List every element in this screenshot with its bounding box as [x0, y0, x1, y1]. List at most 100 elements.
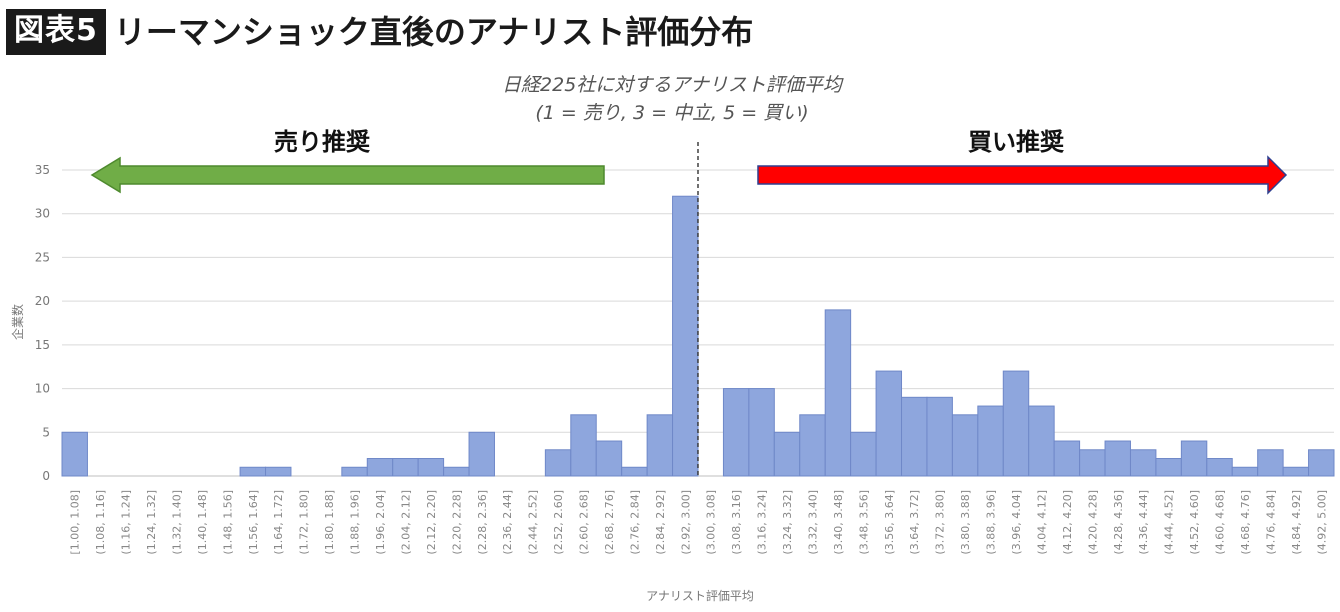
- x-tick-label: (4.28, 4.36]: [1112, 490, 1125, 555]
- x-tick-label: (4.52, 4.60]: [1188, 490, 1201, 555]
- bar: [901, 396, 928, 477]
- x-tick-label: (3.96, 4.04]: [1010, 490, 1023, 555]
- bar: [1231, 466, 1259, 477]
- bar: [366, 458, 394, 477]
- x-tick-label: [1.00, 1.08]: [69, 490, 82, 555]
- bar: [468, 431, 495, 477]
- bar: [443, 466, 470, 477]
- bar: [1308, 449, 1335, 477]
- y-tick-label: 0: [42, 469, 50, 483]
- x-tick-label: (4.44, 4.52]: [1163, 490, 1176, 555]
- x-tick-label: (3.88, 3.96]: [985, 490, 998, 555]
- bar: [417, 458, 445, 477]
- bar: [595, 440, 623, 477]
- bar: [1180, 440, 1208, 477]
- x-tick-label: (1.40, 1.48]: [196, 490, 209, 555]
- x-tick-label: (2.76, 2.84]: [628, 490, 641, 555]
- x-tick-label: (1.56, 1.64]: [247, 490, 260, 555]
- x-tick-label: (4.76, 4.84]: [1264, 490, 1277, 555]
- bar: [1282, 466, 1310, 477]
- x-tick-label: (3.16, 3.24]: [756, 490, 769, 555]
- y-tick-labels: 0 5 10 15 20 25 30 35: [35, 163, 50, 483]
- bar: [875, 370, 903, 477]
- x-tick-label: (2.52, 2.60]: [552, 490, 565, 555]
- x-tick-label: (1.72, 1.80]: [298, 490, 311, 555]
- y-tick-label: 25: [35, 250, 50, 264]
- figure-title: リーマンショック直後のアナリスト評価分布: [113, 13, 754, 51]
- bar: [1028, 405, 1055, 477]
- x-tick-label: (3.72, 3.80]: [934, 490, 947, 555]
- x-tick-label: (3.32, 3.40]: [806, 490, 819, 555]
- x-tick-label: (2.92, 3.00]: [679, 490, 692, 555]
- figure-header: 図表5 リーマンショック直後のアナリスト評価分布: [6, 8, 753, 56]
- bar: [1104, 440, 1131, 477]
- x-tick-label: (4.12, 4.20]: [1061, 490, 1074, 555]
- bar: [850, 431, 877, 477]
- x-axis-label: アナリスト評価平均: [646, 588, 754, 603]
- figure-badge: 図表5: [6, 9, 106, 55]
- buy-arrow-icon: [757, 155, 1288, 195]
- bar: [1155, 458, 1182, 477]
- x-tick-label: (3.56, 3.64]: [883, 490, 896, 555]
- x-tick-label: (4.92, 5.00]: [1315, 490, 1328, 555]
- bar: [1079, 449, 1106, 477]
- bar: [722, 388, 750, 477]
- bar: [1129, 449, 1157, 477]
- y-tick-label: 20: [35, 294, 50, 308]
- x-tick-label: (3.48, 3.56]: [857, 490, 870, 555]
- bars: [61, 195, 1335, 477]
- bar: [773, 431, 801, 477]
- bar: [977, 405, 1004, 477]
- chart-title: 日経225社に対するアナリスト評価平均: [502, 74, 844, 96]
- x-tick-label: (3.08, 3.16]: [730, 490, 743, 555]
- x-tick-label: (2.84, 2.92]: [654, 490, 667, 555]
- bar: [239, 466, 267, 477]
- y-tick-label: 10: [35, 382, 50, 396]
- x-tick-label: (1.16, 1.24]: [120, 490, 133, 555]
- bar: [1257, 449, 1284, 477]
- x-tick-labels: [1.00, 1.08] (1.08, 1.16] (1.16, 1.24] (1.2…: [69, 490, 1329, 555]
- x-tick-label: (3.64, 3.72]: [908, 490, 921, 555]
- x-tick-label: (2.28, 2.36]: [476, 490, 489, 555]
- bar: [1206, 458, 1233, 477]
- bar: [748, 388, 775, 477]
- bar: [61, 431, 88, 477]
- x-tick-label: (1.48, 1.56]: [221, 490, 234, 555]
- x-tick-label: (2.04, 2.12]: [399, 490, 412, 555]
- x-tick-label: (1.64, 1.72]: [272, 490, 285, 555]
- y-tick-label: 35: [35, 163, 50, 177]
- x-tick-label: (2.12, 2.20]: [425, 490, 438, 555]
- bar: [1002, 370, 1030, 477]
- x-tick-label: (4.60, 4.68]: [1214, 490, 1227, 555]
- bar: [265, 466, 292, 477]
- y-tick-label: 15: [35, 338, 50, 352]
- bar: [621, 466, 648, 477]
- x-tick-label: (3.40, 3.48]: [832, 490, 845, 555]
- y-axis-label: 企業数: [10, 304, 25, 340]
- bar: [672, 195, 699, 477]
- x-tick-label: (2.68, 2.76]: [603, 490, 616, 555]
- bar: [951, 414, 979, 477]
- x-tick-label: (1.08, 1.16]: [94, 490, 107, 555]
- x-tick-label: (4.04, 4.12]: [1035, 490, 1048, 555]
- y-tick-label: 30: [35, 207, 50, 221]
- bar: [926, 396, 953, 477]
- x-tick-label: (3.24, 3.32]: [781, 490, 794, 555]
- x-tick-label: (1.24, 1.32]: [145, 490, 158, 555]
- x-tick-label: (1.80, 1.88]: [323, 490, 336, 555]
- x-tick-label: (4.36, 4.44]: [1137, 490, 1150, 555]
- bar: [570, 414, 597, 477]
- bar: [341, 466, 368, 477]
- x-tick-label: (2.20, 2.28]: [450, 490, 463, 555]
- x-tick-label: (2.60, 2.68]: [578, 490, 591, 555]
- sell-label: 売り推奨: [274, 128, 371, 156]
- bar: [799, 414, 826, 477]
- x-tick-label: (4.84, 4.92]: [1290, 490, 1303, 555]
- x-tick-label: (1.32, 1.40]: [170, 490, 183, 555]
- x-tick-label: (2.36, 2.44]: [501, 490, 514, 555]
- x-tick-label: (1.88, 1.96]: [349, 490, 362, 555]
- x-tick-label: (4.68, 4.76]: [1239, 490, 1252, 555]
- x-tick-label: (3.80, 3.88]: [959, 490, 972, 555]
- bar: [824, 309, 852, 477]
